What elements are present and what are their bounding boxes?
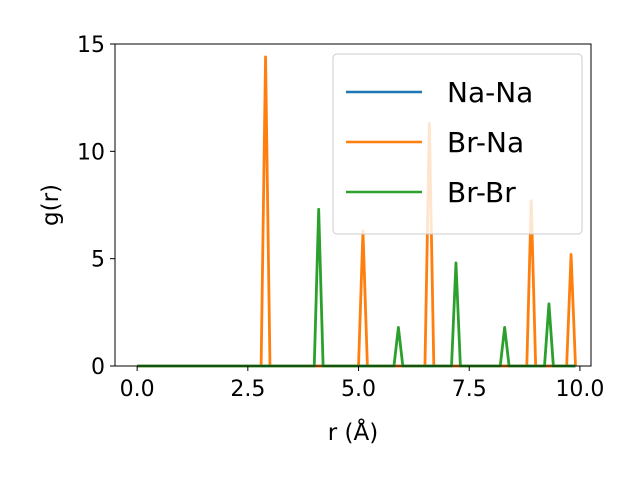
x-axis-label: r (Å) (328, 418, 378, 446)
y-tick-label: 5 (91, 248, 105, 273)
series-line-br-br (137, 207, 576, 368)
x-tick-label: 5.0 (341, 377, 376, 402)
legend: Na-Na Br-Na Br-Br (332, 53, 583, 235)
x-tick-label: 10.0 (555, 377, 604, 402)
y-tick-label: 10 (77, 140, 105, 165)
x-tick-label: 0.0 (120, 377, 155, 402)
y-tick-label: 0 (91, 355, 105, 380)
x-tick-label: 7.5 (452, 377, 487, 402)
x-tick-label: 2.5 (230, 377, 265, 402)
y-axis-ticks: 0 5 10 15 (77, 33, 115, 380)
legend-label-br-na: Br-Na (447, 126, 524, 159)
plot-frame (114, 43, 592, 367)
legend-label-na-na: Na-Na (447, 76, 533, 109)
legend-label-br-br: Br-Br (447, 176, 516, 209)
x-axis-ticks: 0.0 2.5 5.0 7.5 10.0 (120, 366, 604, 402)
legend-box (332, 53, 583, 235)
y-tick-label: 15 (77, 33, 105, 58)
y-axis-label: g(r) (38, 184, 64, 226)
